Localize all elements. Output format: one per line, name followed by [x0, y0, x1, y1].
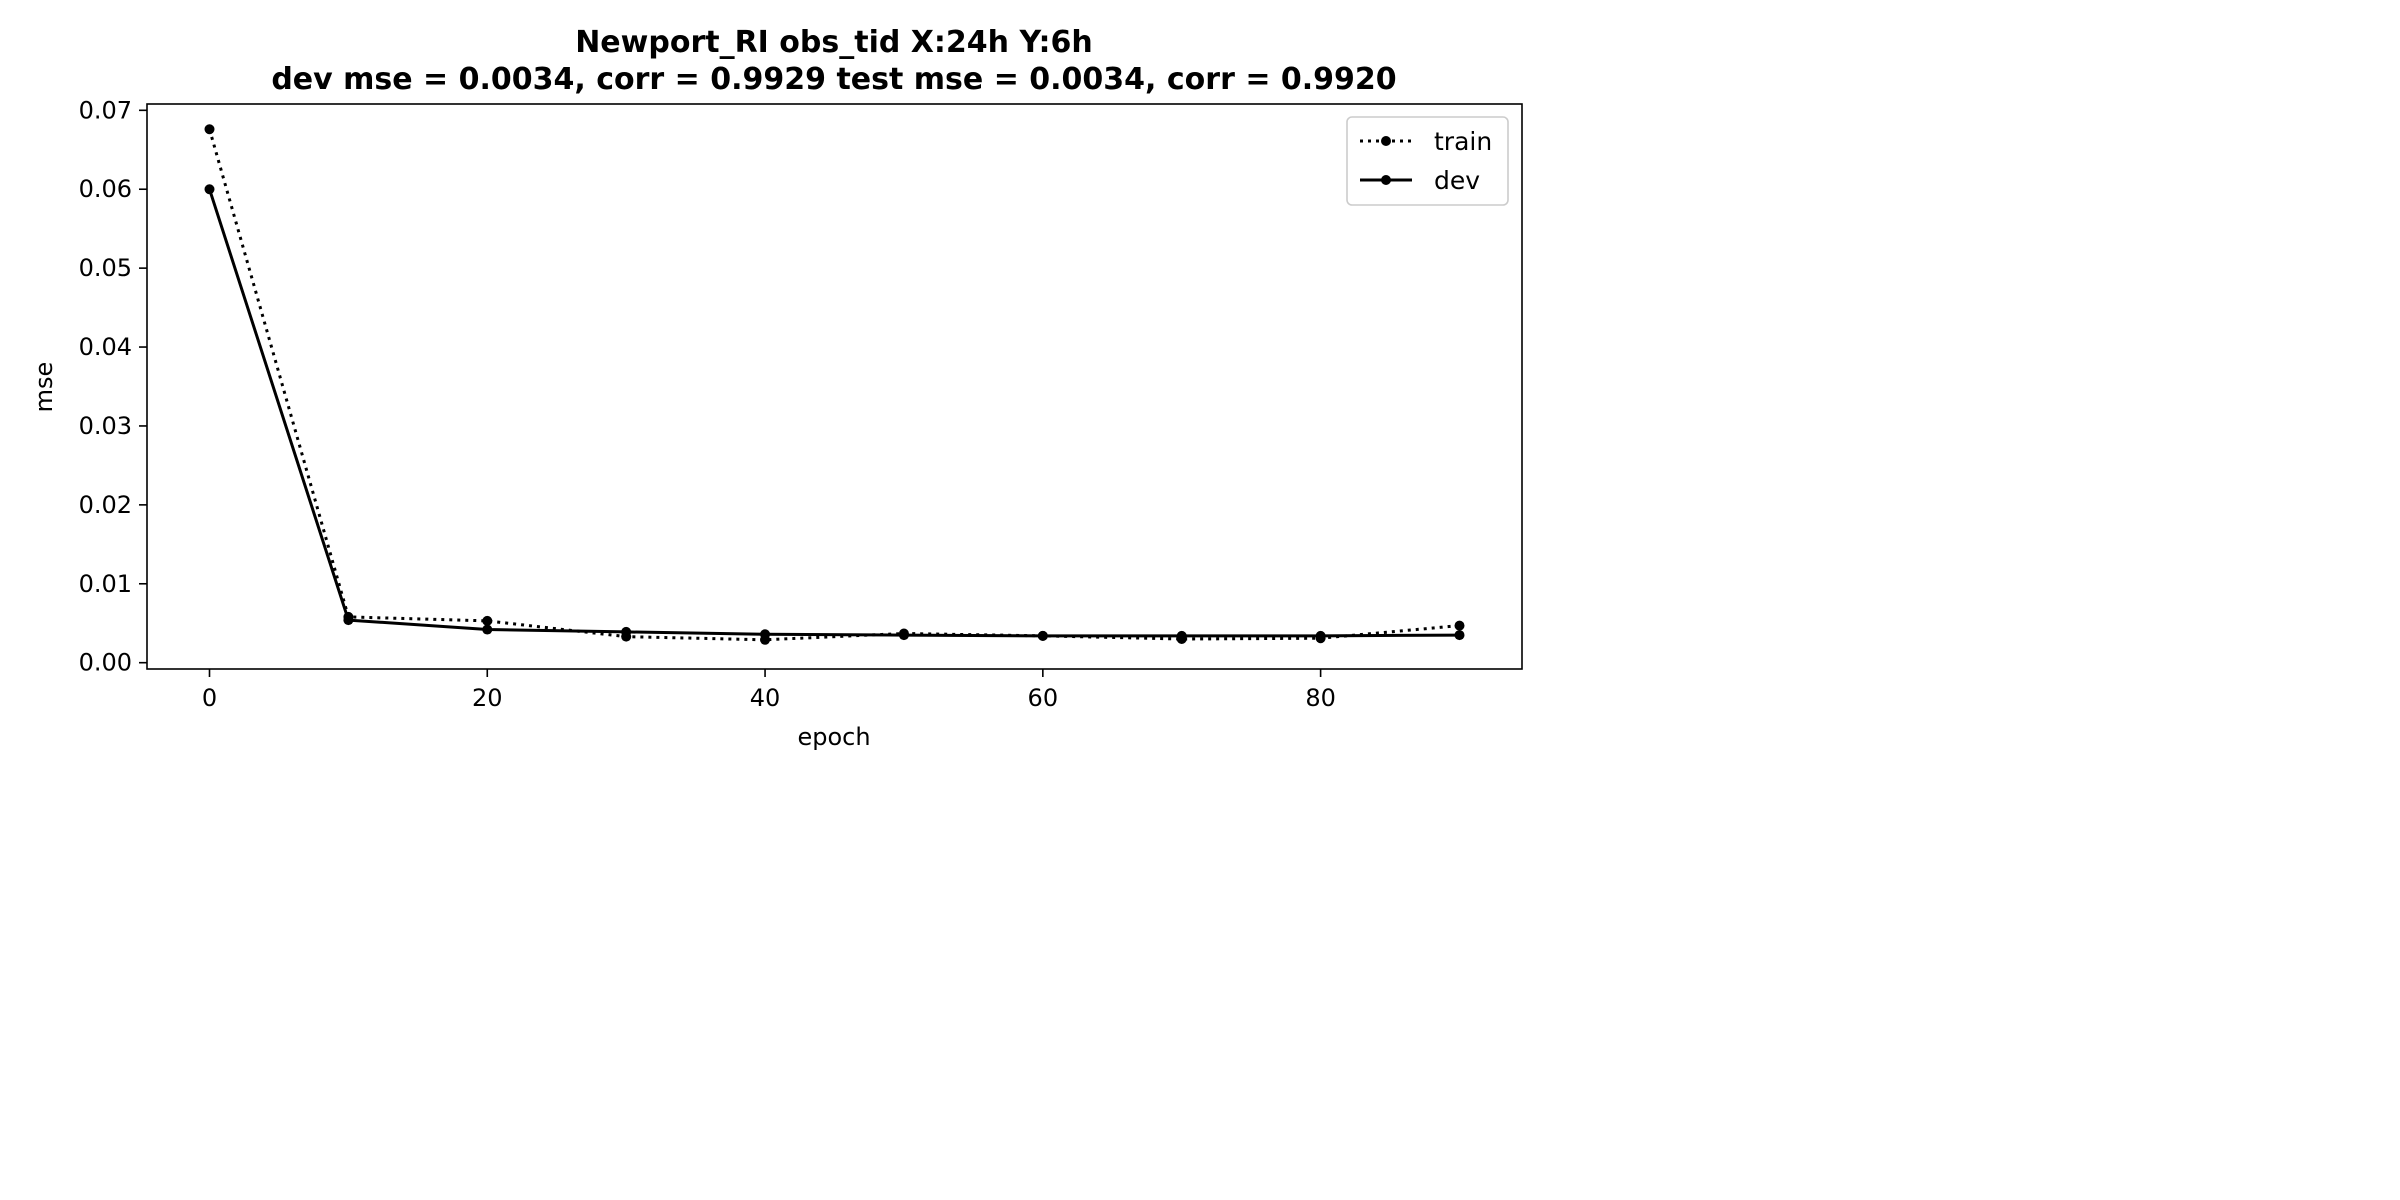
y-tick-label: 0.05 [79, 254, 132, 282]
x-tick-label: 20 [472, 684, 503, 712]
y-tick-label: 0.02 [79, 491, 132, 519]
series-point-dev [621, 626, 632, 637]
y-tick-label: 0.06 [79, 175, 132, 203]
series-point-dev [1454, 630, 1465, 641]
series-point-train [1454, 620, 1465, 631]
chart-title-line-2: dev mse = 0.0034, corr = 0.9929 test mse… [271, 62, 1396, 97]
chart-title-line-1: Newport_RI obs_tid X:24h Y:6h [575, 25, 1093, 60]
chart-background [0, 0, 1546, 773]
y-tick-label: 0.04 [79, 333, 132, 361]
legend: train dev [1346, 116, 1509, 206]
series-point-dev [343, 615, 354, 626]
series-point-dev [482, 624, 493, 635]
series-layer [204, 124, 1465, 645]
legend-train-marker [1381, 136, 1391, 146]
series-line-dev [208, 188, 1460, 638]
series-point-train [482, 615, 493, 626]
legend-dev-label: dev [1434, 166, 1480, 195]
series-point-dev [1315, 630, 1326, 641]
y-tick-label: 0.07 [79, 96, 132, 124]
x-tick-label: 80 [1305, 684, 1336, 712]
x-axis-ticks: 0 20 40 60 80 [202, 669, 1336, 712]
chart: Newport_RI obs_tid X:24h Y:6h dev mse = … [0, 0, 1546, 773]
series-point-dev [1176, 630, 1187, 641]
series-point-dev [760, 629, 771, 640]
series-line-train [208, 128, 1460, 642]
series-point-train [204, 124, 215, 135]
x-tick-label: 60 [1028, 684, 1059, 712]
series-point-dev [204, 184, 215, 195]
legend-dev-marker [1381, 175, 1391, 185]
x-tick-label: 40 [750, 684, 781, 712]
series-point-dev [1037, 630, 1048, 641]
y-axis-label: mse [30, 362, 58, 413]
y-axis-ticks: 0.00 0.01 0.02 0.03 0.04 0.05 0.06 0.07 [79, 96, 147, 677]
x-tick-label: 0 [202, 684, 217, 712]
legend-train-label: train [1434, 127, 1492, 156]
x-axis-label: epoch [797, 723, 870, 751]
y-tick-label: 0.01 [79, 570, 132, 598]
series-point-dev [898, 630, 909, 641]
plot-frame [146, 103, 1523, 670]
y-tick-label: 0.00 [79, 649, 132, 677]
y-tick-label: 0.03 [79, 412, 132, 440]
